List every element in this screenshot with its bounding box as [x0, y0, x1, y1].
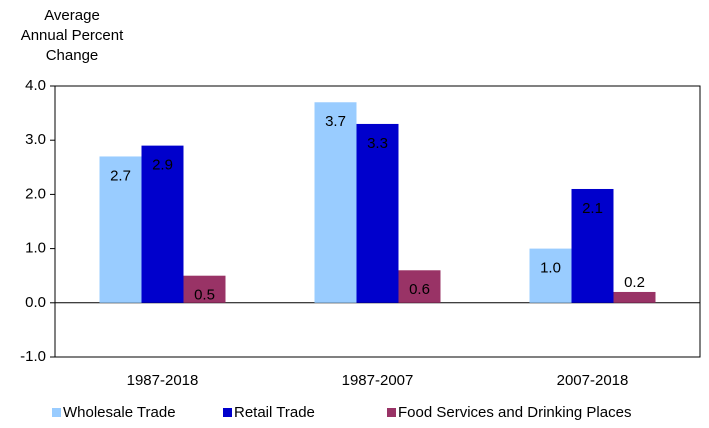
x-tick-label: 2007-2018 — [557, 372, 629, 389]
data-label: 3.7 — [325, 113, 346, 130]
y-tick-label: 3.0 — [25, 131, 46, 148]
legend-swatch — [387, 408, 396, 417]
data-label: 2.9 — [152, 157, 173, 174]
y-axis-title: Annual Percent — [21, 27, 124, 44]
data-label: 0.6 — [409, 281, 430, 298]
data-label: 0.5 — [194, 287, 215, 304]
legend-swatch — [223, 408, 232, 417]
y-axis-title: Change — [46, 47, 99, 64]
x-tick-label: 1987-2007 — [342, 372, 414, 389]
bar — [613, 291, 656, 303]
legend-label: Food Services and Drinking Places — [398, 404, 631, 421]
y-axis-title: Average — [44, 7, 100, 24]
legend-label: Wholesale Trade — [63, 404, 176, 421]
y-tick-label: 1.0 — [25, 240, 46, 257]
data-label: 2.7 — [110, 167, 131, 184]
bar — [141, 145, 184, 303]
bar — [356, 123, 399, 303]
data-label: 2.1 — [582, 200, 603, 217]
data-label: 0.2 — [624, 274, 645, 291]
bar — [314, 102, 357, 303]
legend-label: Retail Trade — [234, 404, 315, 421]
x-tick-label: 1987-2018 — [127, 372, 199, 389]
y-tick-label: 0.0 — [25, 294, 46, 311]
bar — [398, 270, 441, 303]
y-tick-label: 2.0 — [25, 185, 46, 202]
y-tick-label: -1.0 — [20, 348, 46, 365]
legend-swatch — [52, 408, 61, 417]
y-tick-label: 4.0 — [25, 77, 46, 94]
plot-frame — [54, 85, 701, 358]
bar — [183, 275, 226, 303]
bar — [571, 188, 614, 303]
data-label: 1.0 — [540, 260, 561, 277]
bar — [99, 156, 142, 303]
bar — [529, 248, 572, 303]
data-label: 3.3 — [367, 135, 388, 152]
